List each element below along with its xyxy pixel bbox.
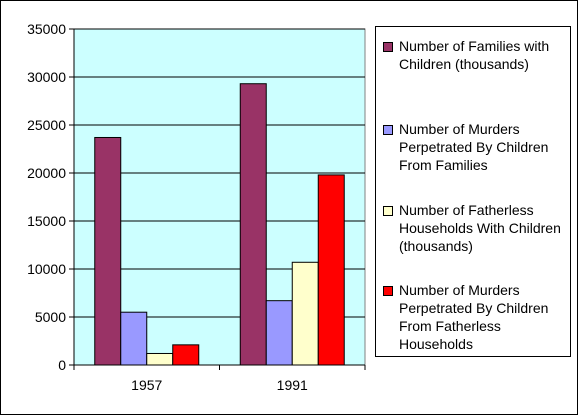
- legend-swatch: [383, 42, 393, 52]
- x-tick-label: 1991: [277, 377, 308, 393]
- bar: [94, 136, 122, 366]
- legend-swatch: [383, 286, 393, 296]
- bar: [146, 352, 174, 366]
- legend-label: Number of Murders Perpetrated By Childre…: [399, 282, 549, 352]
- bars: [94, 83, 345, 366]
- y-tick-label: 35000: [27, 21, 66, 37]
- legend-swatch: [383, 206, 393, 216]
- legend-label: Number of Fatherless Households With Chi…: [399, 202, 561, 254]
- y-tick-label: 20000: [27, 165, 66, 181]
- bar: [317, 174, 345, 366]
- y-tick-label: 5000: [35, 309, 66, 325]
- legend-label: Number of Families with Children (thousa…: [399, 38, 550, 72]
- axes: 0 5000 10000 15000 20000 25000 30000 35000 1957 1…: [27, 21, 366, 393]
- y-tick-label: 25000: [27, 117, 66, 133]
- bar: [291, 261, 319, 366]
- bar: [265, 300, 293, 366]
- legend-swatch: [383, 125, 393, 135]
- y-tick-label: 0: [58, 357, 66, 373]
- bar: [239, 83, 267, 366]
- legend-label: Number of Murders Perpetrated By Childre…: [399, 121, 549, 173]
- x-tick-label: 1957: [131, 377, 162, 393]
- y-tick-label: 15000: [27, 213, 66, 229]
- y-tick-label: 10000: [27, 261, 66, 277]
- legend: Number of Families with Children (thousa…: [375, 26, 571, 357]
- y-tick-label: 30000: [27, 69, 66, 85]
- bar: [172, 344, 200, 366]
- bar: [120, 311, 148, 366]
